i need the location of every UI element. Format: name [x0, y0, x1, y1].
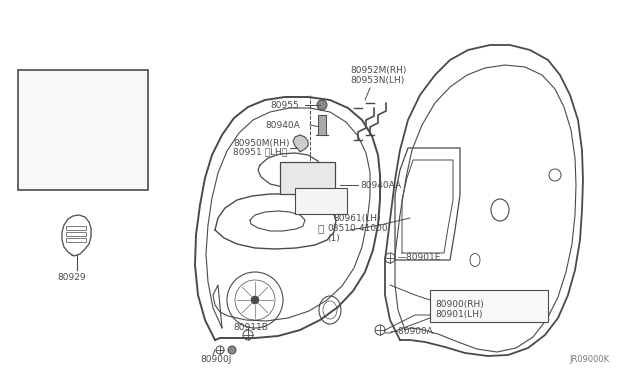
Bar — [66, 226, 86, 230]
Text: (1): (1) — [327, 234, 340, 243]
Bar — [430, 290, 548, 322]
Text: 80950M(RH): 80950M(RH) — [233, 138, 289, 148]
Text: 80953N(LH): 80953N(LH) — [350, 76, 404, 84]
Text: 80999: 80999 — [315, 198, 344, 206]
Text: 80911B: 80911B — [233, 323, 268, 331]
Text: 80940A: 80940A — [265, 121, 300, 129]
Circle shape — [228, 346, 236, 354]
Text: JR09000K: JR09000K — [570, 356, 610, 365]
Bar — [318, 115, 326, 135]
Polygon shape — [293, 135, 308, 152]
Text: 80940AA: 80940AA — [360, 180, 401, 189]
Text: —80901E: —80901E — [398, 253, 442, 263]
Text: 80960(RH): 80960(RH) — [24, 76, 73, 84]
Circle shape — [317, 100, 327, 110]
Circle shape — [251, 296, 259, 304]
Bar — [295, 188, 347, 214]
Text: 80929: 80929 — [57, 273, 86, 282]
Text: 80900(RH): 80900(RH) — [435, 299, 484, 308]
Text: Ⓢ: Ⓢ — [318, 223, 324, 233]
Bar — [66, 238, 86, 242]
Text: 80961(LH): 80961(LH) — [333, 214, 381, 222]
Text: 80900J: 80900J — [200, 356, 232, 365]
Text: —80900A: —80900A — [390, 327, 434, 337]
Text: 80955: 80955 — [270, 100, 299, 109]
Text: 08510-41000: 08510-41000 — [327, 224, 388, 232]
Bar — [66, 232, 86, 236]
FancyBboxPatch shape — [18, 70, 148, 190]
Text: 80951 〈LH〉: 80951 〈LH〉 — [233, 148, 287, 157]
Text: 80952M(RH): 80952M(RH) — [350, 65, 406, 74]
Text: 80901(LH): 80901(LH) — [435, 310, 483, 318]
Bar — [280, 162, 335, 194]
